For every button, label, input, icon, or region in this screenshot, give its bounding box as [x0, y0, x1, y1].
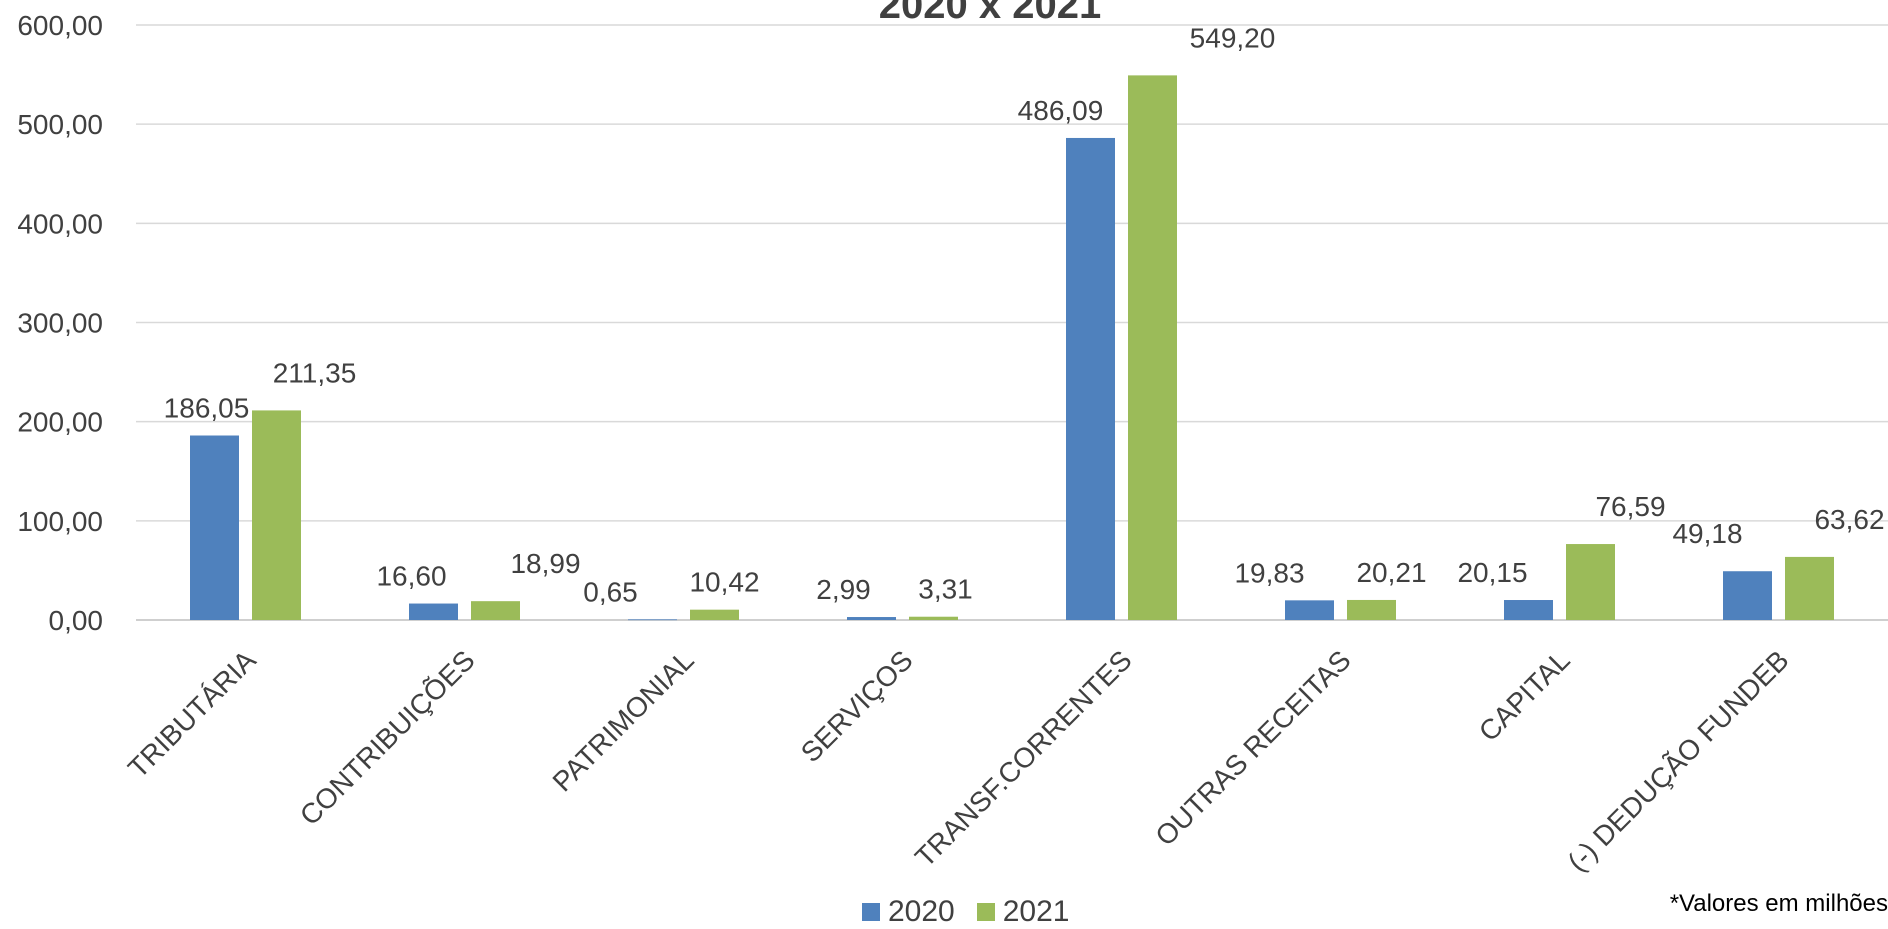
footnote: *Valores em milhões — [1669, 890, 1888, 917]
y-tick-label: 400,00 — [17, 208, 103, 239]
legend: 2020 2021 — [862, 895, 1092, 929]
y-tick-label: 600,00 — [17, 10, 103, 41]
bar-2021 — [690, 609, 739, 620]
bar-2020 — [1504, 600, 1553, 620]
data-label-2020: 20,15 — [1457, 557, 1527, 588]
data-label-2021: 76,59 — [1595, 491, 1665, 522]
y-tick-label: 200,00 — [17, 407, 103, 438]
data-label-2021: 549,20 — [1190, 22, 1276, 53]
bar-2020 — [409, 603, 458, 620]
bar-2021 — [1566, 544, 1615, 620]
legend-item-2021: 2021 — [976, 895, 1070, 929]
data-label-2020: 16,60 — [376, 561, 446, 592]
x-axis: TRIBUTÁRIA CONTRIBUIÇÕES PATRIMONIAL SERVIÇ… — [122, 644, 1795, 877]
y-tick-label: 500,00 — [17, 109, 103, 140]
data-label-2020: 2,99 — [816, 574, 871, 605]
data-label-2021: 3,31 — [918, 574, 973, 605]
data-label-2020: 0,65 — [583, 576, 638, 607]
chart-title: 2020 x 2021 — [879, 0, 1101, 27]
data-label-2020: 19,83 — [1234, 557, 1304, 588]
data-label-2021: 18,99 — [510, 548, 580, 579]
x-tick-label: CAPITAL — [1473, 644, 1576, 747]
bars — [190, 75, 1834, 621]
y-tick-label: 300,00 — [17, 308, 103, 339]
data-labels: 186,05 211,35 16,60 18,990,65 10,42 2,99 3,31 4… — [164, 22, 1885, 607]
legend-swatch-2021 — [976, 903, 995, 921]
y-tick-label: 0,00 — [49, 605, 104, 636]
bar-2021 — [1128, 75, 1177, 621]
legend-swatch-2020 — [862, 903, 880, 921]
legend-item-2020: 2020 — [862, 895, 955, 929]
bar-2021 — [1785, 556, 1834, 620]
data-label-2021: 10,42 — [689, 567, 759, 598]
y-tick-label: 100,00 — [17, 506, 103, 537]
data-label-2020: 486,09 — [1018, 95, 1104, 126]
data-label-2021: 211,35 — [273, 357, 357, 388]
data-label-2021: 63,62 — [1814, 504, 1884, 535]
x-tick-label: PATRIMONIAL — [547, 644, 700, 797]
data-label-2020: 186,05 — [164, 393, 250, 424]
x-tick-label: (-) DEDUÇÃO FUNDEB — [1562, 644, 1795, 877]
x-tick-label: TRIBUTÁRIA — [122, 644, 262, 784]
bar-2020 — [190, 435, 239, 620]
bar-2021 — [471, 601, 520, 620]
x-tick-label: CONTRIBUIÇÕES — [294, 644, 481, 831]
bar-2020 — [1723, 571, 1772, 620]
gridlines — [136, 24, 1888, 621]
bar-2021 — [252, 410, 301, 620]
data-label-2021: 20,21 — [1356, 557, 1426, 588]
bar-2020 — [847, 617, 896, 620]
bar-2020 — [1066, 137, 1115, 620]
bar-2020 — [1285, 600, 1334, 620]
bar-2020 — [628, 619, 677, 621]
data-label-2020: 49,18 — [1672, 518, 1742, 549]
y-axis: 0,00 100,00 200,00 300,00 400,00 500,00 600,00 — [17, 10, 103, 636]
x-tick-label: SERVIÇOS — [795, 644, 919, 768]
bar-2021 — [909, 616, 958, 620]
legend-label-2021: 2021 — [1002, 895, 1070, 928]
legend-label-2020: 2020 — [888, 895, 955, 928]
x-tick-label: TRANSF.CORRENTES — [909, 644, 1138, 873]
bar-2021 — [1347, 599, 1396, 620]
bar-chart: 2020 x 2021 0,00 100,00 200,00 300,00 400,00… — [17, 0, 1888, 877]
x-tick-label: OUTRAS RECEITAS — [1149, 644, 1356, 851]
